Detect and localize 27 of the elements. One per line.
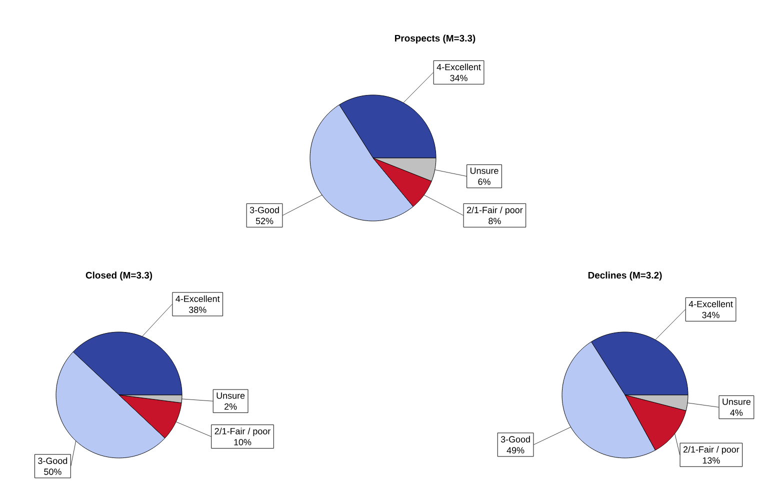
slice-label: 2/1-Fair / poor bbox=[466, 206, 523, 215]
data-label: 13% bbox=[702, 457, 720, 464]
data-label: 4% bbox=[730, 410, 743, 416]
data-label: 10% bbox=[234, 438, 252, 446]
chart-title: Prospects (M=3.3) bbox=[395, 34, 476, 44]
slice-label: 3-Good bbox=[38, 457, 68, 464]
data-label: 6% bbox=[478, 178, 490, 185]
slice-label: Unsure bbox=[470, 168, 498, 174]
chart-title: Closed (M=3.3) bbox=[86, 272, 152, 280]
data-label: 2% bbox=[224, 403, 237, 410]
data-label: 8% bbox=[488, 218, 501, 224]
slice-label: 4-Excellent bbox=[176, 295, 220, 302]
data-label: 34% bbox=[450, 74, 468, 82]
slice-label: Unsure bbox=[216, 392, 245, 399]
chart-title: Declines (M=3.2) bbox=[588, 272, 662, 280]
slice-label: 3-Good bbox=[250, 206, 279, 214]
slice-label: 3-Good bbox=[500, 436, 530, 443]
slice-label: 2/1-Fair / poor bbox=[683, 446, 740, 454]
slice-label: 4-Excellent bbox=[688, 300, 733, 308]
slice-label: 2/1-Fair / poor bbox=[214, 428, 271, 436]
data-label: 38% bbox=[188, 306, 206, 313]
slice-label: 4-Excellent bbox=[436, 64, 481, 70]
slice-label: Unsure bbox=[722, 398, 751, 405]
data-label: 34% bbox=[702, 312, 720, 318]
data-label: 50% bbox=[44, 468, 62, 475]
data-label: 49% bbox=[506, 447, 524, 454]
data-label: 52% bbox=[256, 218, 274, 224]
